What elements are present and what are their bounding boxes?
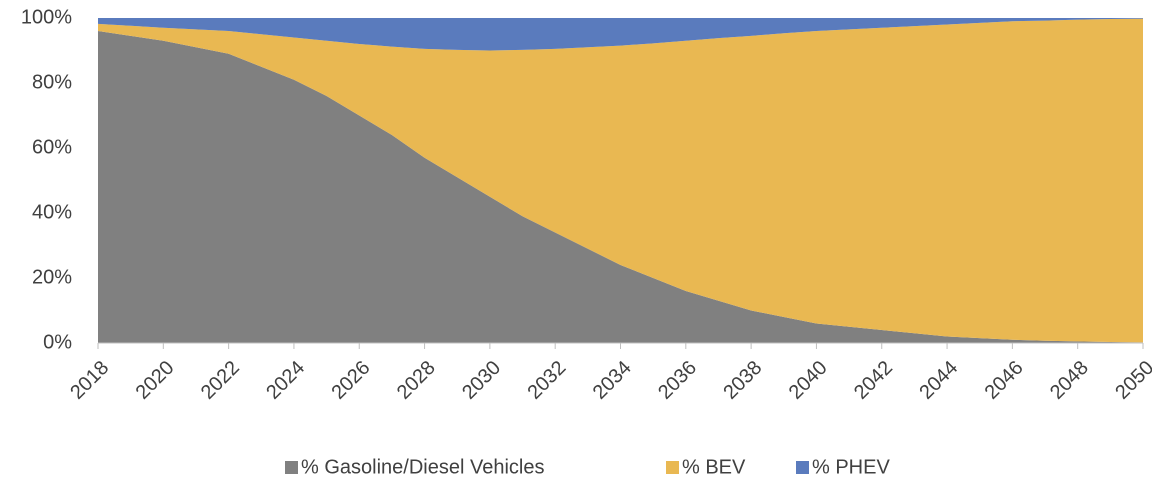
x-tick-label: 2034 (589, 357, 636, 404)
x-tick-label: 2040 (785, 357, 832, 404)
area (98, 18, 1143, 51)
x-tick-label: 2044 (915, 357, 962, 404)
legend-swatch (285, 461, 298, 474)
x-tick-label: 2032 (523, 357, 570, 404)
legend-swatch (796, 461, 809, 474)
x-tick-label: 2024 (262, 357, 309, 404)
legend-label: % PHEV (812, 456, 890, 478)
x-tick-label: 2020 (132, 357, 179, 404)
area (98, 31, 1143, 343)
legend-swatch (666, 461, 679, 474)
y-tick-label: 20% (32, 266, 72, 288)
legend-label: % BEV (682, 456, 746, 478)
x-tick-label: 2022 (197, 357, 244, 404)
x-tick-label: 2038 (719, 357, 766, 404)
x-tick-label: 2042 (850, 357, 897, 404)
legend-label: % Gasoline/Diesel Vehicles (301, 456, 544, 478)
area (98, 18, 1143, 343)
x-tick-label: 2026 (327, 357, 374, 404)
x-tick-label: 2046 (981, 357, 1028, 404)
x-tick-label: 2018 (66, 357, 113, 404)
x-tick-label: 2030 (458, 357, 505, 404)
y-tick-label: 0% (43, 331, 72, 353)
y-tick-label: 100% (21, 6, 72, 28)
y-tick-label: 80% (32, 71, 72, 93)
x-tick-label: 2050 (1111, 357, 1152, 404)
x-tick-label: 2048 (1046, 357, 1093, 404)
y-tick-label: 40% (32, 201, 72, 223)
y-tick-label: 60% (32, 136, 72, 158)
x-tick-label: 2036 (654, 357, 701, 404)
x-tick-label: 2028 (393, 357, 440, 404)
